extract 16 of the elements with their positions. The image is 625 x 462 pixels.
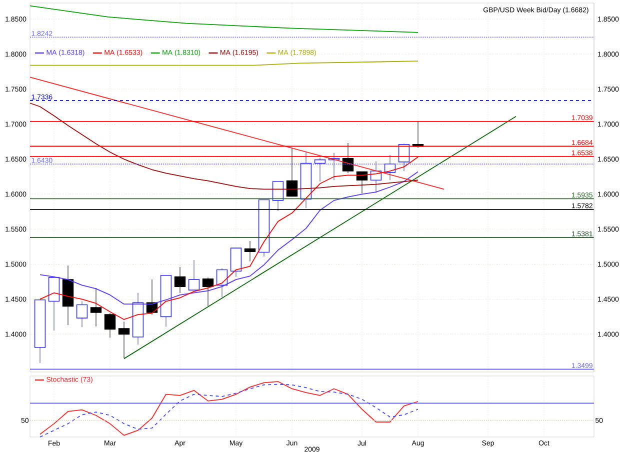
line-series — [30, 5, 418, 33]
candlestick — [90, 288, 102, 327]
candlestick — [314, 157, 326, 182]
candlestick — [202, 277, 214, 307]
candlestick — [398, 143, 410, 172]
candlestick — [118, 321, 130, 358]
candlestick — [272, 181, 284, 212]
candlestick — [174, 266, 186, 294]
candlestick — [286, 148, 298, 197]
candlestick — [230, 248, 242, 278]
candlestick — [188, 260, 200, 290]
candlestick — [48, 277, 60, 332]
candlestick — [244, 240, 256, 262]
candlestick — [342, 142, 354, 174]
candlestick — [104, 312, 116, 338]
candlestick — [76, 300, 88, 328]
